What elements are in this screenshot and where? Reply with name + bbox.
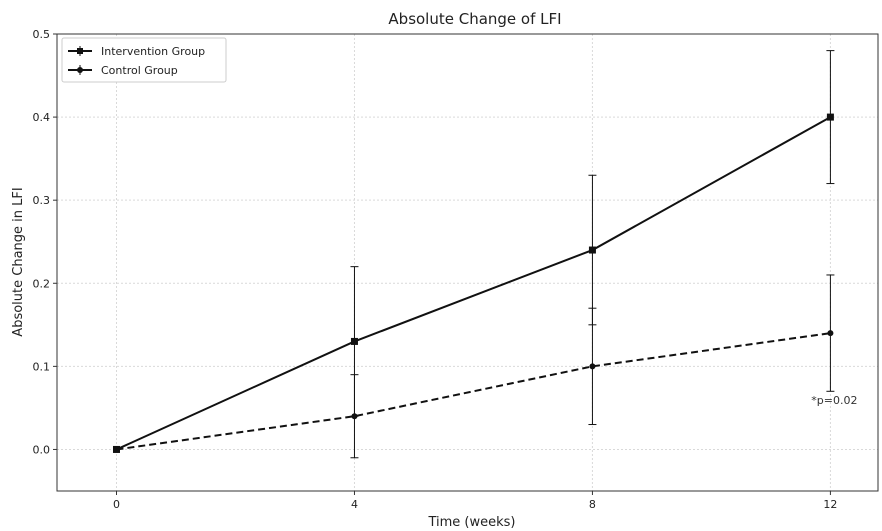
chart-title: Absolute Change of LFI — [388, 10, 561, 28]
legend: Intervention Group Control Group — [61, 37, 227, 83]
legend-label: Intervention Group — [101, 45, 205, 58]
series-intervention-group — [112, 50, 835, 453]
legend-marker — [77, 67, 83, 73]
data-point — [588, 246, 596, 254]
grid — [57, 33, 878, 491]
legend-box — [61, 37, 227, 83]
data-point — [827, 330, 834, 337]
legend-label: Control Group — [101, 64, 178, 77]
y-tick-label: 0.1 — [33, 360, 51, 373]
significance-annotation: *p=0.02 — [811, 394, 857, 407]
axis-ticks: 0 4 8 12 0.0 0.1 0.2 0.3 0.4 0.5 — [33, 28, 838, 511]
y-axis-label: Absolute Change in LFI — [11, 187, 26, 336]
y-tick-label: 0.2 — [33, 277, 51, 290]
series-line — [116, 116, 831, 451]
plot-area — [56, 33, 879, 492]
legend-item: Intervention Group — [68, 45, 205, 58]
legend-item: Control Group — [68, 64, 178, 77]
series-group — [112, 50, 835, 459]
series-line — [116, 332, 831, 451]
series-control-group — [113, 274, 835, 459]
y-tick-label: 0.5 — [33, 28, 51, 41]
data-point — [113, 446, 120, 453]
data-point — [826, 113, 834, 121]
x-tick-label: 8 — [589, 498, 596, 511]
data-point — [350, 337, 358, 345]
x-tick-label: 12 — [823, 498, 837, 511]
x-tick-label: 4 — [351, 498, 358, 511]
annotations: *p=0.02 — [811, 394, 857, 407]
x-axis-label: Time (weeks) — [427, 515, 515, 530]
data-point — [589, 363, 596, 370]
y-tick-label: 0.0 — [33, 443, 51, 456]
y-tick-label: 0.4 — [33, 111, 51, 124]
data-point — [351, 413, 358, 420]
legend-marker — [77, 48, 83, 54]
y-tick-label: 0.3 — [33, 194, 51, 207]
x-tick-label: 0 — [113, 498, 120, 511]
